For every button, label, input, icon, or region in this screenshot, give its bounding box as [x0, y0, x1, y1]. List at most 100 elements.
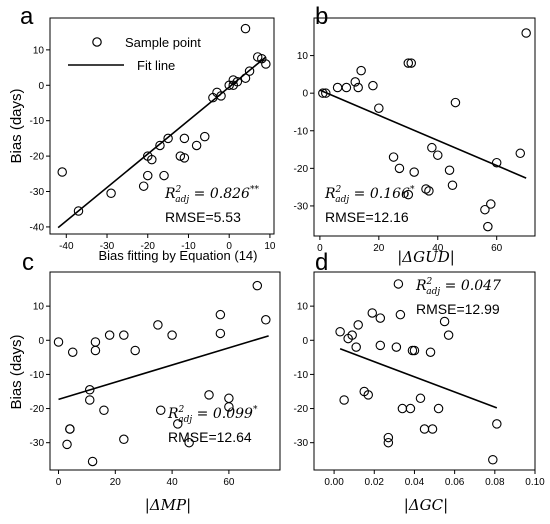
legend-label-sample: Sample point: [125, 35, 201, 50]
point-c-7: [87, 456, 98, 467]
x-tick-label-d-5: 0.10: [525, 477, 545, 488]
point-b-20: [447, 180, 458, 191]
y-tick-label-b-2: -10: [294, 126, 309, 137]
point-b-22: [480, 204, 490, 215]
point-b-18: [433, 150, 443, 160]
legend-label-fit: Fit line: [137, 58, 175, 73]
point-c-6: [85, 395, 95, 405]
y-tick-label-a-3: -10: [30, 116, 45, 127]
point-b-24: [486, 199, 496, 209]
x-tick-label-b-2: 40: [432, 243, 444, 254]
fit-line-a: [57, 56, 267, 229]
rmse-annotation-c: RMSE=12.64: [168, 429, 252, 445]
plot-area-b: [313, 17, 536, 237]
point-a-21: [232, 76, 243, 87]
y-tick-label-c-3: 0: [38, 336, 44, 347]
y-tick-label-b-0: -30: [294, 201, 309, 212]
x-tick-label-a-0: -40: [59, 241, 74, 252]
point-d-3: [347, 330, 357, 340]
point-c-24: [224, 402, 234, 412]
plot-area-d: [313, 271, 536, 471]
point-b-16: [424, 186, 434, 196]
point-d-27: [488, 455, 498, 465]
x-tick-label-a-1: -30: [100, 241, 115, 252]
x-tick-label-a-3: -10: [181, 241, 196, 252]
y-tick-label-c-1: -20: [30, 404, 45, 415]
x-axis-label-b: |ΔGUD|: [397, 248, 455, 266]
legend: Sample point Fit line: [68, 35, 201, 73]
y-axis-label-a: Bias (days): [8, 88, 25, 163]
point-a-2: [106, 188, 116, 199]
point-b-6: [356, 65, 366, 76]
y-tick-label-a-2: -20: [30, 152, 45, 163]
y-tick-label-a-1: -30: [30, 187, 45, 198]
y-tick-label-d-1: -20: [294, 404, 309, 415]
y-tick-label-a-5: 10: [33, 45, 45, 56]
point-a-27: [240, 23, 251, 34]
rmse-annotation-d: RMSE=12.99: [416, 301, 500, 317]
point-d-17: [405, 403, 416, 414]
point-a-22: [240, 73, 251, 83]
y-tick-label-d-2: -10: [294, 370, 309, 381]
point-d-18: [407, 345, 418, 356]
point-c-23: [224, 393, 234, 404]
point-c-12: [119, 330, 129, 340]
point-d-20: [415, 393, 426, 404]
panel-label-a: a: [20, 3, 34, 30]
point-a-23: [244, 66, 255, 76]
y-tick-label-c-0: -30: [30, 438, 45, 449]
point-c-16: [155, 405, 166, 416]
point-c-15: [153, 320, 163, 330]
x-tick-label-c-2: 40: [167, 477, 179, 488]
point-a-13: [191, 140, 202, 151]
point-d-5: [353, 320, 363, 330]
rmse-annotation-b: RMSE=12.16: [325, 209, 409, 225]
point-a-9: [163, 133, 173, 144]
point-a-12: [179, 153, 190, 163]
point-d-4: [351, 342, 361, 352]
point-d-14: [393, 279, 404, 289]
x-tick-label-d-2: 0.04: [405, 477, 425, 488]
point-d-15: [395, 309, 406, 320]
point-c-22: [215, 328, 226, 339]
r2-annotation-c: R2 adj = 0.099*: [167, 405, 258, 425]
point-c-4: [67, 347, 78, 357]
point-c-26: [261, 315, 271, 325]
panel-b: b |ΔGUD| R2 adj = 0.166* RMSE=12.16 0 20 40…: [294, 3, 536, 266]
point-b-1: [321, 88, 331, 98]
legend-marker: [92, 37, 102, 47]
point-a-17: [216, 91, 226, 101]
point-b-0: [318, 88, 328, 98]
point-b-14: [403, 189, 414, 200]
point-d-10: [375, 313, 386, 323]
point-b-26: [515, 148, 526, 159]
r2-annotation-a: R2 adj = 0.826**: [164, 185, 259, 205]
point-c-25: [252, 280, 263, 291]
point-b-8: [374, 103, 384, 113]
point-d-12: [383, 437, 394, 448]
point-c-0: [53, 337, 64, 347]
r2-annotation-b: R2 adj = 0.166*: [324, 185, 415, 205]
point-a-6: [147, 154, 157, 165]
y-tick-label-b-1: -20: [294, 164, 309, 175]
point-d-28: [492, 419, 502, 429]
panel-label-b: b: [315, 3, 328, 30]
point-c-21: [215, 309, 226, 320]
point-a-26: [261, 59, 271, 69]
point-c-11: [104, 330, 115, 340]
point-b-9: [403, 58, 414, 68]
point-d-16: [397, 403, 408, 414]
panel-a: a Bias (days) Bias fitting by Equation (…: [8, 3, 276, 263]
point-d-13: [391, 342, 402, 352]
point-d-11: [383, 432, 394, 443]
point-b-3: [341, 82, 352, 93]
point-b-13: [394, 163, 405, 174]
x-tick-label-c-3: 60: [223, 477, 235, 488]
point-c-14: [130, 345, 140, 356]
point-a-11: [179, 133, 190, 144]
panel-c: c Bias (days) |ΔMP| R2 adj = 0.099* RMSE=…: [8, 249, 281, 514]
point-a-7: [155, 140, 165, 151]
fit-line-b: [319, 89, 527, 179]
x-axis-label-d: |ΔGC|: [404, 496, 448, 514]
